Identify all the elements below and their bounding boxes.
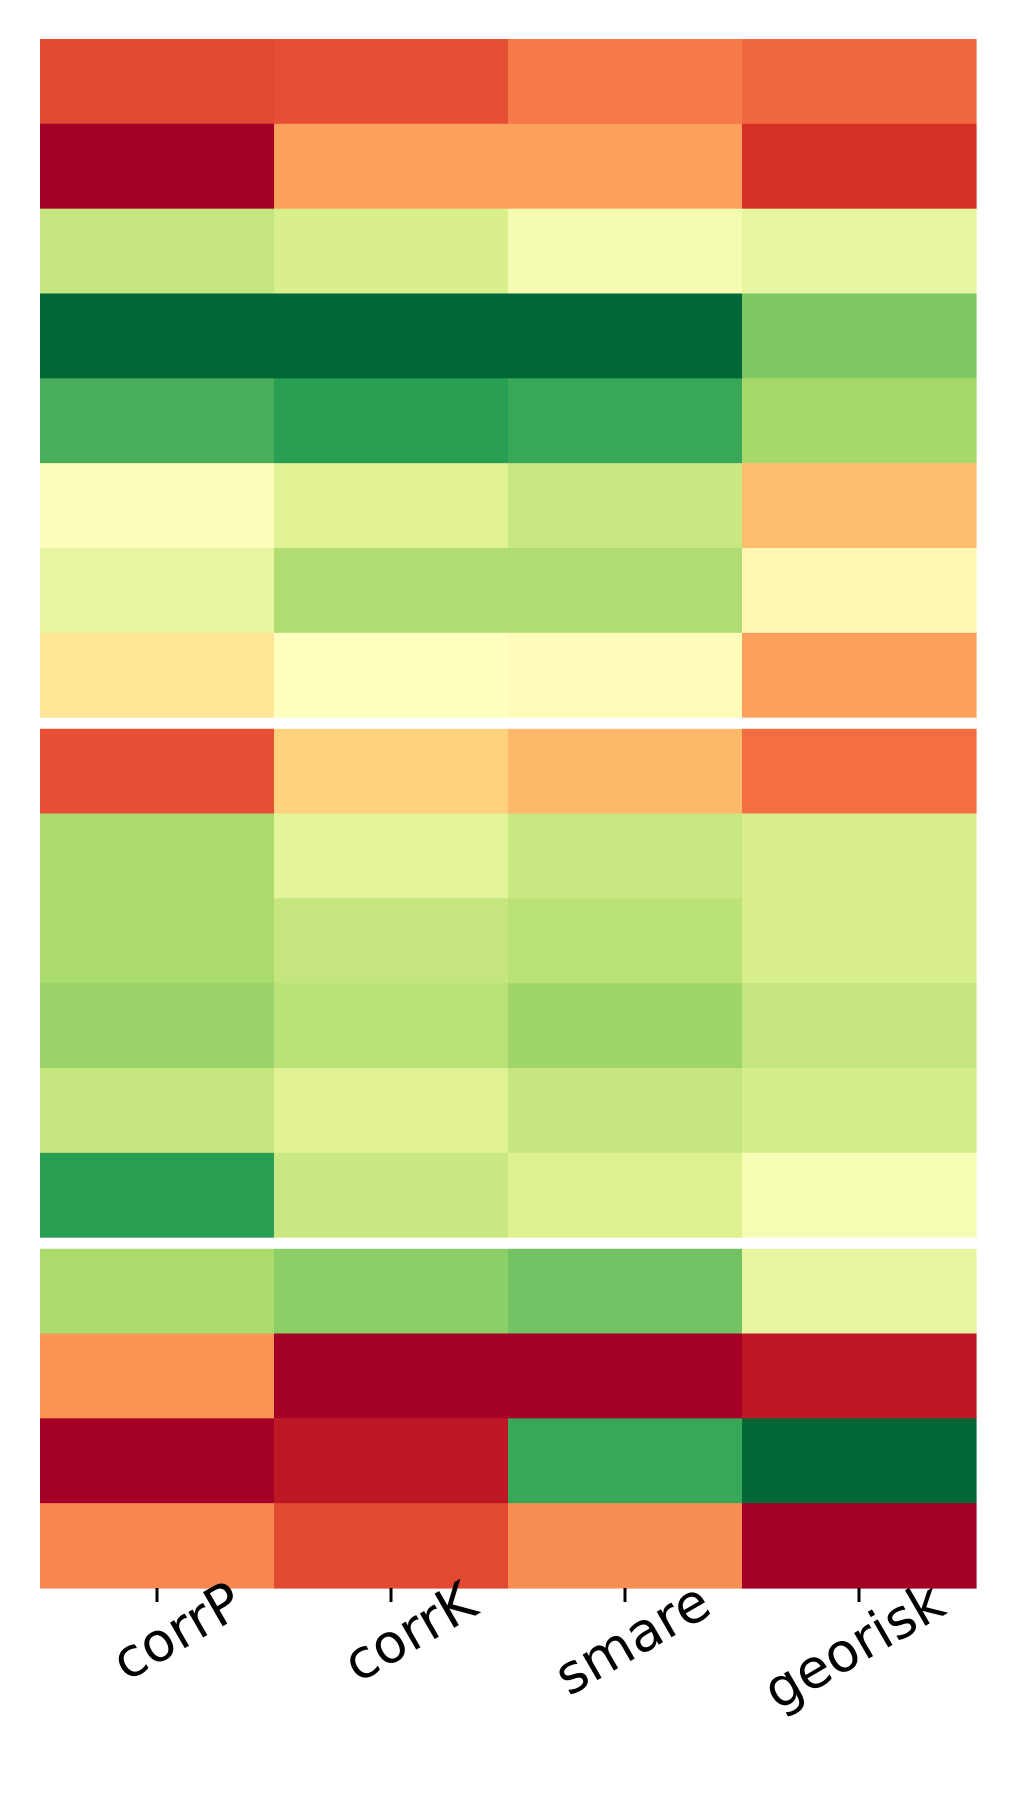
heatmap-cell-g2-r5-smare — [508, 1068, 743, 1154]
heatmap-cell-g1-r6-georisk — [742, 463, 977, 549]
heatmap-cell-g1-r2-corrK — [274, 123, 509, 210]
x-axis: corrP corrK smare georisk — [101, 1569, 955, 1723]
heatmap-cell-g2-r2-corrP — [40, 813, 275, 899]
group-separator — [40, 1237, 976, 1249]
heatmap-cell-g2-r3-corrP — [40, 898, 275, 984]
heatmap-cell-g2-r5-corrP — [40, 1068, 275, 1154]
heatmap-cell-g1-r4-georisk — [742, 293, 977, 379]
heatmap-cell-g1-r6-corrP — [40, 463, 275, 549]
heatmap-cell-g3-r3-georisk — [742, 1418, 977, 1504]
x-tick-label-georisk: georisk — [753, 1569, 956, 1722]
heatmap-cell-g1-r5-corrK — [274, 378, 509, 464]
heatmap-cell-g3-r1-corrP — [40, 1248, 275, 1335]
heatmap-cell-g2-r4-corrP — [40, 983, 275, 1069]
heatmap-cell-g2-r1-corrK — [274, 728, 509, 815]
heatmap-cell-g1-r4-corrP — [40, 293, 275, 379]
heatmap-cell-g3-r4-corrP — [40, 1503, 275, 1589]
heatmap-cells — [40, 39, 977, 1589]
heatmap-cell-g1-r2-corrP — [40, 123, 275, 210]
heatmap-cell-g3-r2-corrK — [274, 1333, 509, 1419]
heatmap-cell-g3-r1-corrK — [274, 1248, 509, 1335]
heatmap-cell-g2-r2-smare — [508, 813, 743, 899]
heatmap-cell-g2-r4-georisk — [742, 983, 977, 1069]
heatmap-cell-g1-r3-corrK — [274, 208, 509, 295]
heatmap-cell-g1-r4-smare — [508, 293, 743, 379]
heatmap-cell-g3-r4-corrK — [274, 1503, 509, 1589]
heatmap-cell-g1-r3-corrP — [40, 208, 275, 295]
heatmap-cell-g1-r7-corrK — [274, 548, 509, 634]
heatmap-cell-g1-r3-georisk — [742, 208, 977, 295]
heatmap-cell-g3-r4-georisk — [742, 1503, 977, 1589]
x-tick-label-smare: smare — [544, 1569, 721, 1708]
heatmap-cell-g3-r3-corrK — [274, 1418, 509, 1504]
heatmap-cell-g1-r5-corrP — [40, 378, 275, 464]
heatmap-cell-g2-r3-smare — [508, 898, 743, 984]
heatmap-cell-g1-r2-smare — [508, 123, 743, 210]
heatmap-cell-g3-r3-smare — [508, 1418, 743, 1504]
heatmap-cell-g2-r1-corrP — [40, 728, 275, 815]
heatmap-cell-g3-r2-georisk — [742, 1333, 977, 1419]
heatmap-cell-g2-r1-georisk — [742, 728, 977, 815]
heatmap-cell-g2-r2-corrK — [274, 813, 509, 899]
heatmap-cell-g2-r6-georisk — [742, 1152, 977, 1239]
heatmap-cell-g2-r3-corrK — [274, 898, 509, 984]
heatmap-cell-g2-r6-corrK — [274, 1152, 509, 1239]
heatmap-cell-g1-r3-smare — [508, 208, 743, 295]
heatmap-cell-g2-r6-smare — [508, 1152, 743, 1239]
heatmap-cell-g1-r6-corrK — [274, 463, 509, 549]
heatmap-cell-g2-r2-georisk — [742, 813, 977, 899]
heatmap-cell-g1-r1-georisk — [742, 39, 977, 125]
heatmap-cell-g3-r1-smare — [508, 1248, 743, 1335]
heatmap-cell-g1-r8-georisk — [742, 632, 977, 719]
heatmap-cell-g2-r1-smare — [508, 728, 743, 815]
heatmap-cell-g3-r3-corrP — [40, 1418, 275, 1504]
heatmap-cell-g1-r5-georisk — [742, 378, 977, 464]
heatmap-cell-g3-r4-smare — [508, 1503, 743, 1589]
heatmap-cell-g1-r8-corrK — [274, 632, 509, 719]
heatmap-cell-g1-r7-georisk — [742, 548, 977, 634]
group-separator — [40, 717, 976, 729]
heatmap-cell-g2-r5-corrK — [274, 1068, 509, 1154]
heatmap-cell-g1-r4-corrK — [274, 293, 509, 379]
heatmap-cell-g3-r2-smare — [508, 1333, 743, 1419]
group-separators — [40, 717, 976, 1249]
heatmap-cell-g1-r5-smare — [508, 378, 743, 464]
heatmap-cell-g3-r1-georisk — [742, 1248, 977, 1335]
heatmap-cell-g1-r7-smare — [508, 548, 743, 634]
heatmap-cell-g2-r4-corrK — [274, 983, 509, 1069]
heatmap-cell-g1-r7-corrP — [40, 548, 275, 634]
heatmap-cell-g1-r2-georisk — [742, 123, 977, 210]
heatmap-cell-g2-r5-georisk — [742, 1068, 977, 1154]
heatmap-cell-g2-r3-georisk — [742, 898, 977, 984]
heatmap-cell-g2-r6-corrP — [40, 1152, 275, 1239]
heatmap-cell-g1-r8-smare — [508, 632, 743, 719]
heatmap-cell-g1-r6-smare — [508, 463, 743, 549]
heatmap-cell-g3-r2-corrP — [40, 1333, 275, 1419]
heatmap-cell-g2-r4-smare — [508, 983, 743, 1069]
heatmap-cell-g1-r1-corrP — [40, 39, 275, 125]
heatmap-cell-g1-r1-smare — [508, 39, 743, 125]
heatmap-cell-g1-r1-corrK — [274, 39, 509, 125]
heatmap-cell-g1-r8-corrP — [40, 632, 275, 719]
